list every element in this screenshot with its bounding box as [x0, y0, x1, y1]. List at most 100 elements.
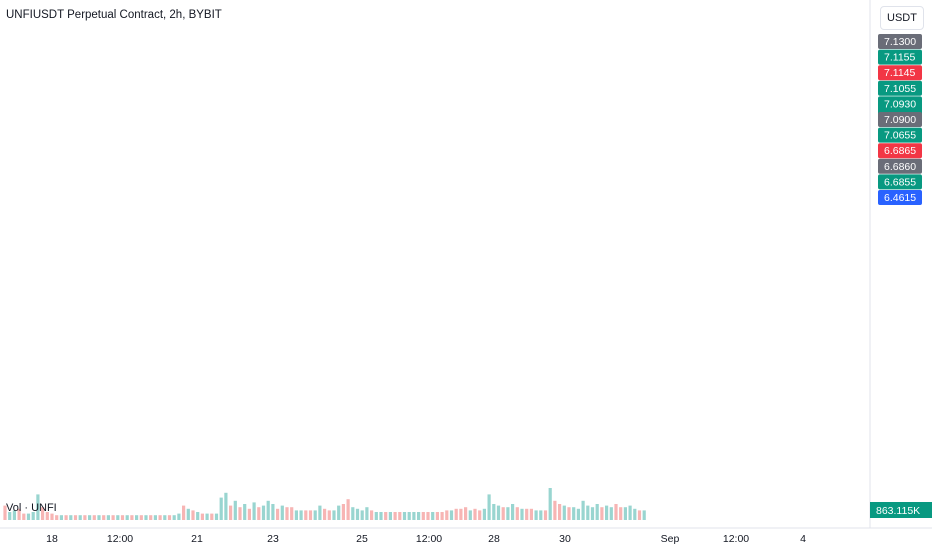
volume-bar — [22, 513, 26, 520]
volume-bar — [365, 507, 369, 520]
volume-bar — [393, 512, 397, 520]
volume-bar — [351, 507, 355, 520]
volume-bar — [459, 508, 463, 520]
volume-bar — [388, 512, 392, 520]
volume-bar — [106, 515, 110, 520]
volume-bar — [116, 515, 120, 520]
volume-bar — [153, 515, 157, 520]
volume-bar — [473, 508, 477, 520]
volume-bar — [210, 513, 214, 520]
time-tick-label: 23 — [267, 533, 279, 545]
chart-title: UNFIUSDT Perpetual Contract, 2h, BYBIT — [6, 9, 222, 21]
price-badge — [878, 34, 922, 49]
volume-bar — [525, 508, 529, 520]
volume-bar — [214, 513, 219, 520]
volume-bar — [435, 512, 439, 520]
volume-bar — [219, 497, 223, 520]
volume-bar — [257, 507, 261, 520]
volume-bar — [73, 515, 78, 520]
volume-bar — [623, 507, 627, 520]
volume-bar — [360, 510, 364, 520]
volume-bar — [294, 510, 298, 520]
volume-bar — [139, 515, 143, 520]
volume-bar — [247, 508, 251, 520]
price-badge — [878, 65, 922, 81]
volume-bar — [50, 513, 54, 520]
volume-bar — [276, 508, 280, 520]
volume-bar — [487, 494, 491, 520]
volume-bar — [167, 515, 172, 520]
volume-bar — [529, 508, 533, 520]
volume-badge — [870, 502, 932, 518]
volume-bar — [196, 512, 200, 520]
volume-bar — [111, 515, 115, 520]
volume-bar — [562, 505, 566, 520]
volume-bar — [384, 512, 388, 520]
volume-bar — [17, 508, 21, 520]
volume-bar — [586, 505, 590, 520]
volume-bar — [581, 500, 585, 520]
volume-bar — [609, 507, 613, 520]
price-badge-label: 6.6865 — [884, 145, 916, 157]
volume-bar — [59, 515, 63, 520]
volume-bar — [186, 508, 190, 520]
price-badge — [878, 174, 922, 190]
volume-bar — [266, 500, 270, 520]
price-badge — [878, 143, 922, 159]
volume-bar — [431, 512, 435, 520]
price-badges: 7.13007.11557.11457.10557.093026:427.090… — [870, 34, 932, 518]
volume-bar — [454, 508, 458, 520]
volume-bar — [548, 488, 552, 520]
volume-bar — [78, 515, 82, 520]
volume-bar — [379, 512, 383, 520]
volume-bar — [172, 515, 176, 520]
volume-bar — [163, 515, 167, 520]
volume-series — [3, 488, 646, 520]
volume-label: Vol · UNFI — [6, 502, 57, 514]
volume-bar — [492, 504, 496, 520]
volume-bar — [370, 510, 374, 520]
volume-bar — [233, 500, 237, 520]
volume-bar — [191, 510, 195, 520]
price-badge — [878, 112, 922, 127]
time-tick-label: 18 — [46, 533, 58, 545]
volume-bar — [64, 515, 68, 520]
volume-bar — [619, 507, 623, 520]
currency-button[interactable]: USDT — [880, 6, 924, 30]
volume-bar — [496, 505, 501, 520]
volume-bar — [36, 494, 40, 520]
volume-bar — [337, 505, 341, 520]
time-tick-label: Sep — [661, 533, 680, 545]
time-tick-label: 28 — [488, 533, 500, 545]
volume-bar — [421, 512, 425, 520]
volume-bar — [97, 515, 101, 520]
volume-bar — [346, 499, 350, 520]
price-badge-label: 7.0930 — [884, 98, 916, 110]
price-badge-label: 7.1155 — [884, 52, 915, 64]
volume-bar — [590, 507, 595, 520]
price-badge — [878, 80, 922, 96]
volume-bar — [252, 502, 256, 520]
volume-bar — [125, 515, 129, 520]
volume-bar — [402, 512, 407, 520]
price-badge-label: 6.6855 — [884, 176, 916, 188]
price-badge — [878, 158, 922, 174]
volume-bar — [26, 513, 31, 520]
price-badge-label: 7.1055 — [884, 83, 916, 95]
volume-bar — [567, 507, 571, 520]
volume-bar — [605, 505, 609, 520]
volume-bar — [398, 512, 402, 520]
volume-bar — [412, 512, 416, 520]
volume-bar — [628, 505, 632, 520]
volume-bar — [468, 510, 472, 520]
volume-bar — [130, 515, 134, 520]
time-tick-label: 12:00 — [723, 533, 749, 545]
volume-bar — [449, 510, 454, 520]
volume-bar — [572, 507, 576, 520]
volume-bar — [135, 515, 139, 520]
volume-bar — [238, 507, 242, 520]
volume-bar — [41, 507, 45, 520]
volume-bar — [543, 510, 548, 520]
